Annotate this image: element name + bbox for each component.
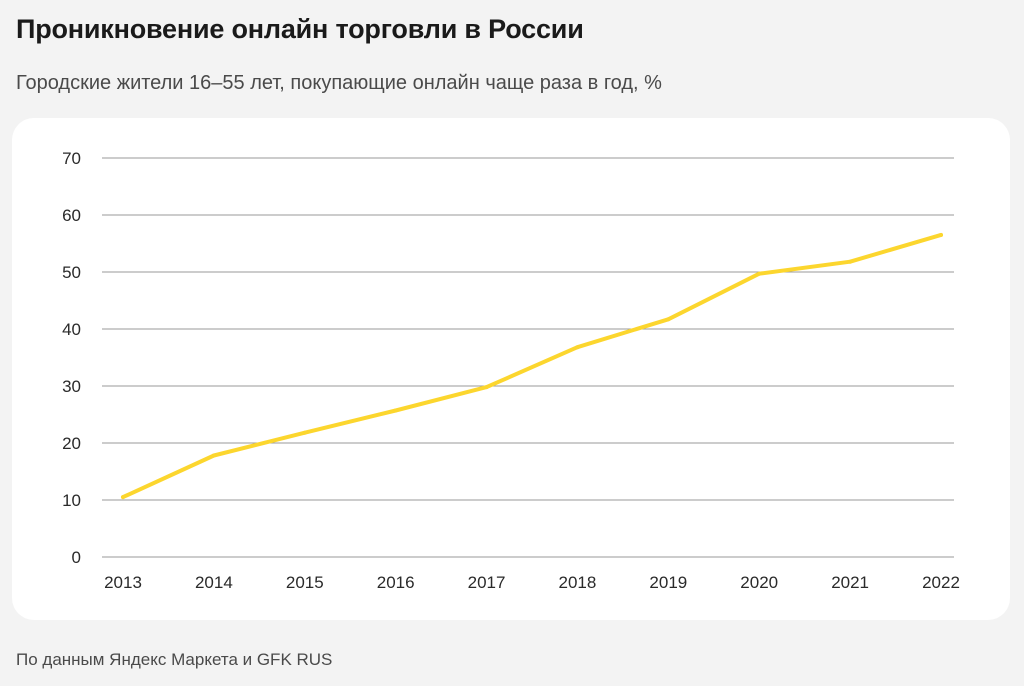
data-point-2014 (211, 453, 216, 458)
grid-lines (102, 157, 954, 558)
y-axis-ticks: 0 10 20 30 40 50 60 70 (62, 149, 81, 567)
data-point-2013 (121, 495, 125, 500)
data-point-2016 (393, 408, 398, 413)
x-tick-label: 2018 (559, 573, 597, 592)
line-chart: 0 10 20 30 40 50 60 70 2013 2014 2015 2016 2017 2018… (62, 149, 960, 592)
chart-card: 0 10 20 30 40 50 60 70 2013 2014 2015 2016 2017 2018… (12, 118, 1010, 620)
data-point-2018 (575, 345, 580, 350)
y-tick-label: 50 (62, 263, 81, 282)
x-tick-label: 2019 (649, 573, 687, 592)
y-tick-label: 40 (62, 320, 81, 339)
x-tick-label: 2021 (831, 573, 869, 592)
data-point-2015 (302, 430, 307, 435)
x-tick-label: 2014 (195, 573, 233, 592)
x-tick-label: 2022 (922, 573, 960, 592)
y-tick-label: 70 (62, 149, 81, 168)
chart-subtitle: Городские жители 16–55 лет, покупающие о… (16, 72, 662, 94)
x-tick-label: 2017 (468, 573, 506, 592)
x-tick-label: 2020 (740, 573, 778, 592)
data-point-2021 (848, 259, 853, 264)
x-tick-label: 2013 (104, 573, 142, 592)
data-point-2019 (666, 317, 671, 322)
series-line (121, 232, 943, 500)
data-point-2020 (757, 271, 762, 276)
y-tick-label: 0 (72, 548, 81, 567)
y-tick-label: 60 (62, 206, 81, 225)
y-tick-label: 10 (62, 491, 81, 510)
y-tick-label: 20 (62, 434, 81, 453)
x-axis-ticks: 2013 2014 2015 2016 2017 2018 2019 2020 2021 2022 (104, 573, 960, 592)
x-tick-label: 2016 (377, 573, 415, 592)
y-tick-label: 30 (62, 377, 81, 396)
chart-title: Проникновение онлайн торговли в России (16, 14, 584, 44)
source-note: По данным Яндекс Маркета и GFK RUS (16, 650, 333, 669)
data-point-2017 (484, 385, 489, 390)
series-layer (121, 232, 943, 500)
data-point-2022 (939, 232, 943, 237)
x-tick-label: 2015 (286, 573, 324, 592)
